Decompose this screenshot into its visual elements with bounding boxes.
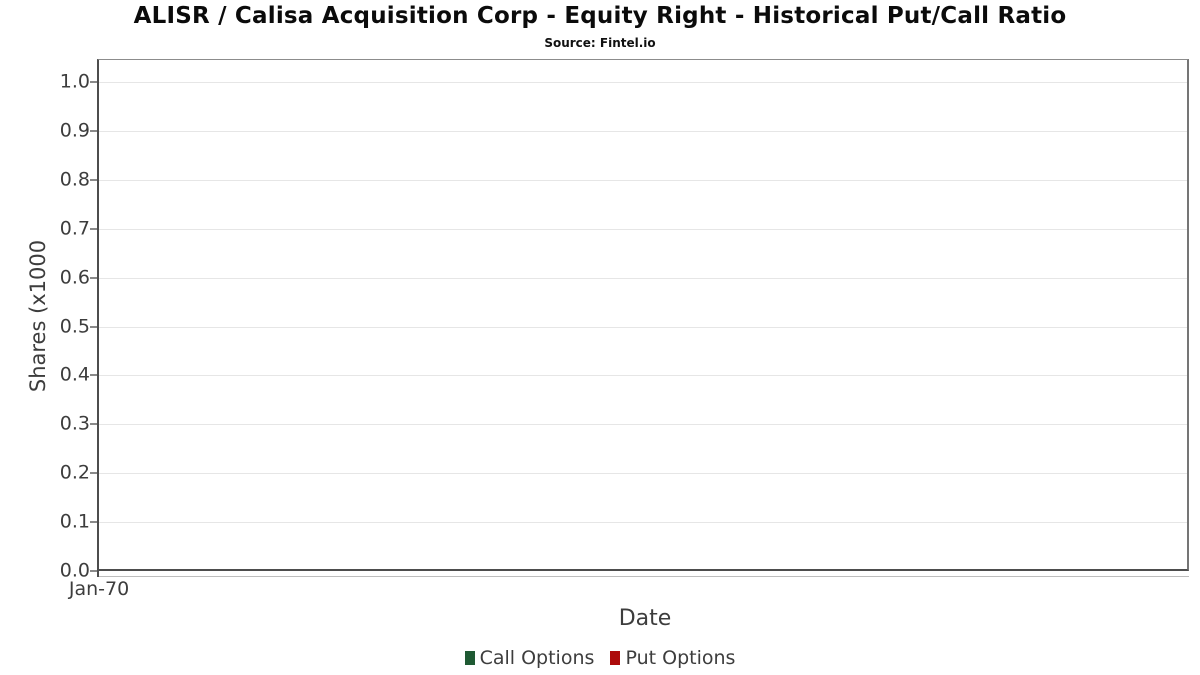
chart-subtitle: Source: Fintel.io xyxy=(544,36,656,50)
legend-label-call-options: Call Options xyxy=(479,646,595,669)
y-tick-label-0.2: 0.2 xyxy=(59,461,90,484)
x-tick-mark xyxy=(97,571,99,577)
y-tick-label-0.3: 0.3 xyxy=(59,412,90,435)
y-tick-mark-0.5 xyxy=(90,326,97,328)
y-tick-label-0.7: 0.7 xyxy=(59,217,90,240)
y-tick-mark-0.6 xyxy=(90,277,97,279)
y-tick-mark-0.4 xyxy=(90,374,97,376)
y-tick-mark-0.8 xyxy=(90,179,97,181)
y-tick-label-0.4: 0.4 xyxy=(59,363,90,386)
y-tick-mark-0.1 xyxy=(90,521,97,523)
x-axis-line xyxy=(97,576,1189,577)
x-axis-label: Date xyxy=(618,606,672,631)
legend-item-call-options: Call Options xyxy=(464,646,595,669)
y-tick-label-0.1: 0.1 xyxy=(59,510,90,533)
y-tick-label-0.5: 0.5 xyxy=(59,315,90,338)
gridline-y-0.1 xyxy=(99,522,1187,523)
gridline-y-1.0 xyxy=(99,82,1187,83)
chart-title: ALISR / Calisa Acquisition Corp - Equity… xyxy=(133,3,1067,29)
y-tick-mark-1.0 xyxy=(90,81,97,83)
y-tick-mark-0.3 xyxy=(90,423,97,425)
gridline-y-0.3 xyxy=(99,424,1187,425)
y-tick-label-0.8: 0.8 xyxy=(59,168,90,191)
legend-item-put-options: Put Options xyxy=(610,647,735,669)
y-tick-mark-0.0 xyxy=(90,570,97,572)
y-tick-mark-0.2 xyxy=(90,472,97,474)
y-tick-label-0.6: 0.6 xyxy=(59,266,90,289)
y-tick-label-0.9: 0.9 xyxy=(59,119,90,142)
gridline-y-0.5 xyxy=(99,327,1187,328)
y-tick-mark-0.7 xyxy=(90,228,97,230)
gridline-y-0.6 xyxy=(99,278,1187,279)
y-tick-label-0.0: 0.0 xyxy=(59,559,90,582)
gridline-y-0.9 xyxy=(99,131,1187,132)
gridline-y-0.7 xyxy=(99,229,1187,230)
y-tick-label-1.0: 1.0 xyxy=(59,70,90,93)
legend: Call Options Put Options xyxy=(0,646,1200,669)
x-tick-label: Jan-70 xyxy=(68,578,130,600)
gridline-y-0.4 xyxy=(99,375,1187,376)
legend-label-put-options: Put Options xyxy=(625,646,736,669)
plot-area xyxy=(97,59,1189,571)
call-options-swatch xyxy=(464,650,475,665)
gridline-y-0.2 xyxy=(99,473,1187,474)
y-tick-mark-0.9 xyxy=(90,130,97,132)
gridline-y-0.8 xyxy=(99,180,1187,181)
put-options-swatch xyxy=(610,650,621,665)
